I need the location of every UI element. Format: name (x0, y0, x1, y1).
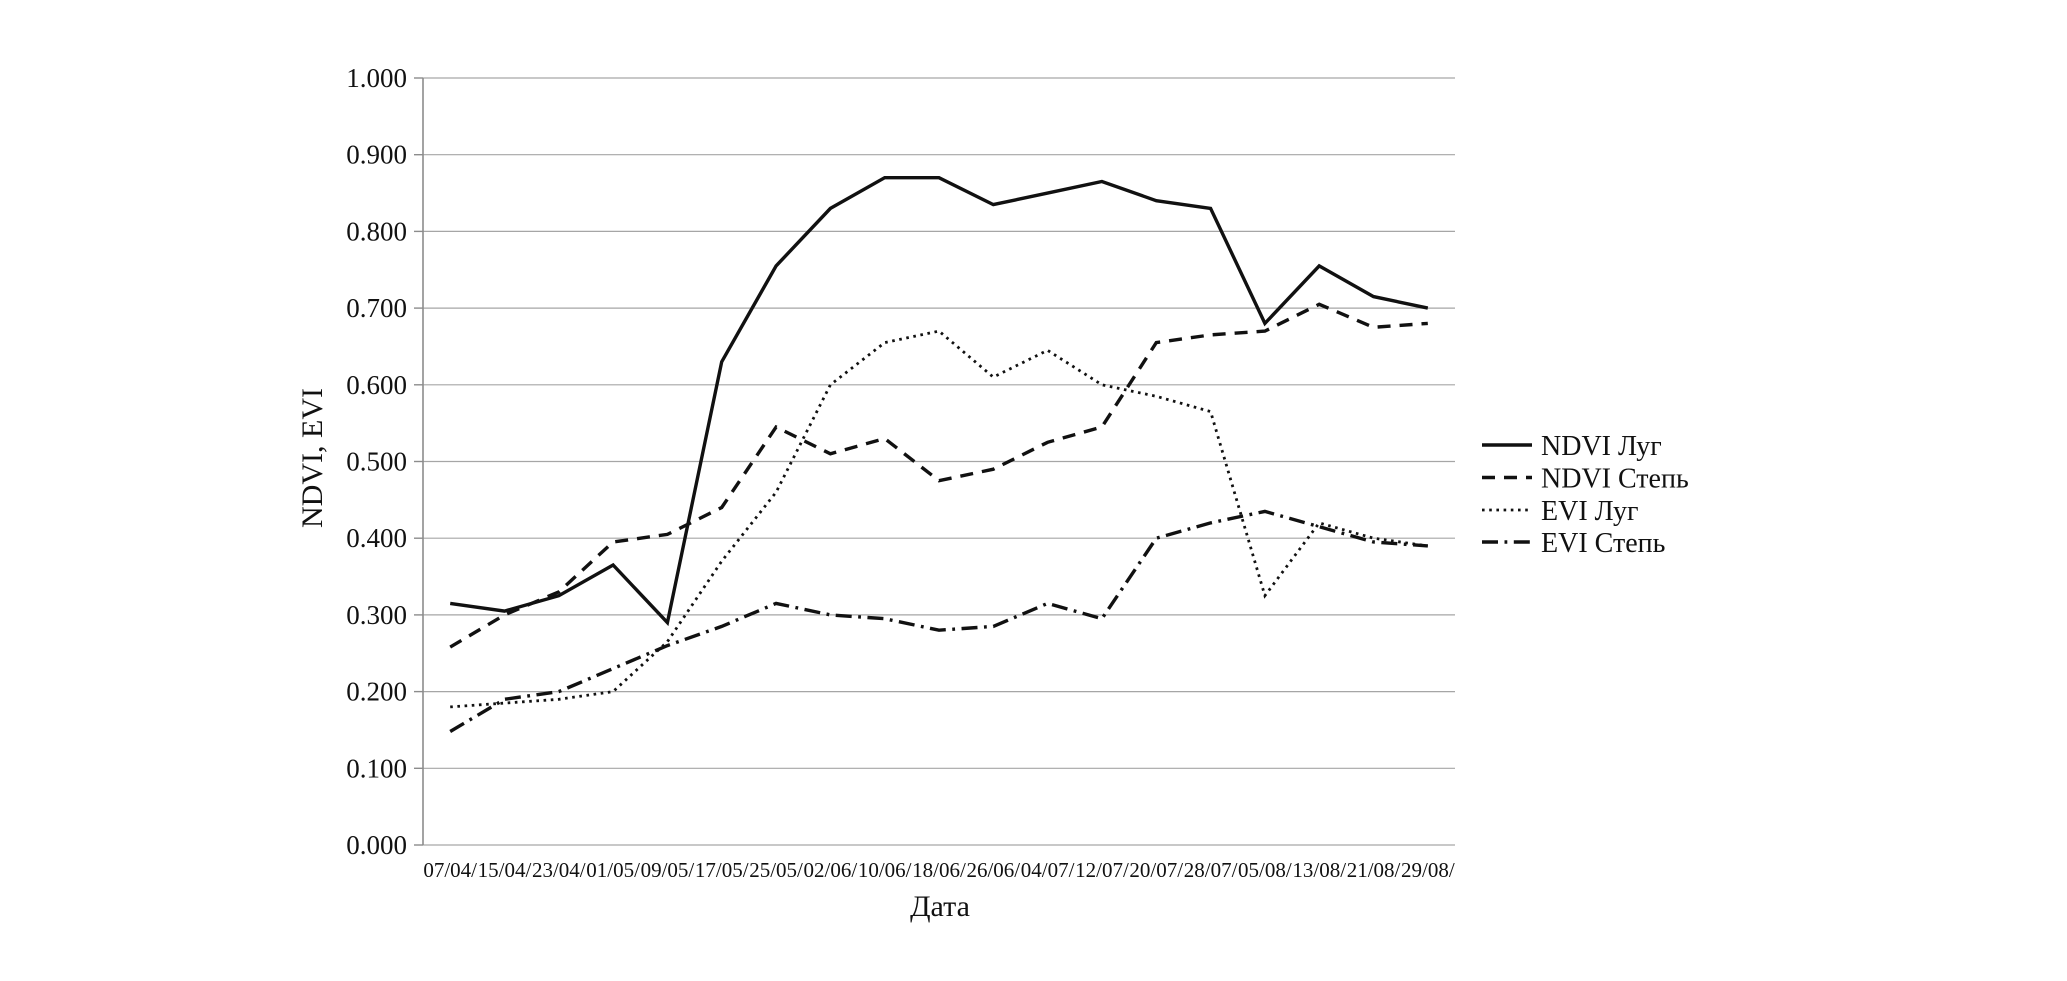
x-tick-label: 15/04/ (478, 858, 532, 882)
x-tick-label: 26/06/ (966, 858, 1020, 882)
y-tick-label: 0.700 (346, 293, 407, 323)
y-tick-label: 0.200 (346, 677, 407, 707)
y-tick-label: 1.000 (346, 63, 407, 93)
x-tick-label: 02/06/ (804, 858, 858, 882)
y-tick-label: 0.000 (346, 830, 407, 860)
x-tick-label: 12/07/ (1075, 858, 1129, 882)
axes-group (414, 77, 424, 846)
y-tick-label: 0.100 (346, 753, 407, 783)
series-line-evi-луг (450, 329, 1428, 709)
x-tick-label: 18/06/ (912, 858, 966, 882)
y-axis-title: NDVI, EVI (296, 388, 329, 528)
y-tick-label: 0.300 (346, 600, 407, 630)
x-tick-label: 23/04/ (532, 858, 586, 882)
x-tick-label: 20/07/ (1129, 858, 1183, 882)
legend-label: EVI Луг (1541, 496, 1638, 527)
legend-item: NDVI Луг (1482, 431, 1662, 462)
x-tick-label: 04/07/ (1021, 858, 1075, 882)
y-tick-label: 0.500 (346, 447, 407, 477)
legend-item: EVI Степь (1482, 528, 1665, 559)
legend-label: NDVI Степь (1541, 464, 1689, 495)
legend-item: NDVI Степь (1482, 464, 1689, 495)
x-tick-label: 17/05/ (695, 858, 749, 882)
x-tick-label: 07/04/ (423, 858, 477, 882)
x-tick-label: 21/08/ (1347, 858, 1401, 882)
x-tick-labels-group: 07/04/15/04/23/04/01/05/09/05/17/05/25/0… (423, 858, 1455, 882)
series-line-ndvi-луг (449, 175, 1429, 627)
gridlines-group (423, 77, 1455, 846)
x-tick-label: 13/08/ (1292, 858, 1346, 882)
x-tick-label: 01/05/ (586, 858, 640, 882)
y-tick-label: 0.900 (346, 140, 407, 170)
y-tick-label: 0.600 (346, 370, 407, 400)
series-line-ndvi-степь (449, 302, 1428, 649)
y-tick-label: 0.400 (346, 523, 407, 553)
x-tick-label: 28/07/ (1184, 858, 1238, 882)
y-tick-labels-group: 0.000 0.100 0.200 0.300 0.400 0.500 0.600 0.700… (346, 63, 407, 860)
legend-label: NDVI Луг (1541, 431, 1662, 462)
x-tick-label: 25/05/ (749, 858, 803, 882)
legend-item: EVI Луг (1482, 496, 1638, 527)
legend-label: EVI Степь (1541, 528, 1665, 559)
x-tick-label: 09/05/ (641, 858, 695, 882)
x-tick-label: 29/08/ (1401, 858, 1455, 882)
series-lines-group (449, 175, 1429, 733)
x-tick-label: 05/08/ (1238, 858, 1292, 882)
series-line-evi-степь (449, 509, 1428, 733)
x-axis-title: Дата (910, 890, 970, 923)
x-tick-label: 10/06/ (858, 858, 912, 882)
y-tick-label: 0.800 (346, 216, 407, 246)
